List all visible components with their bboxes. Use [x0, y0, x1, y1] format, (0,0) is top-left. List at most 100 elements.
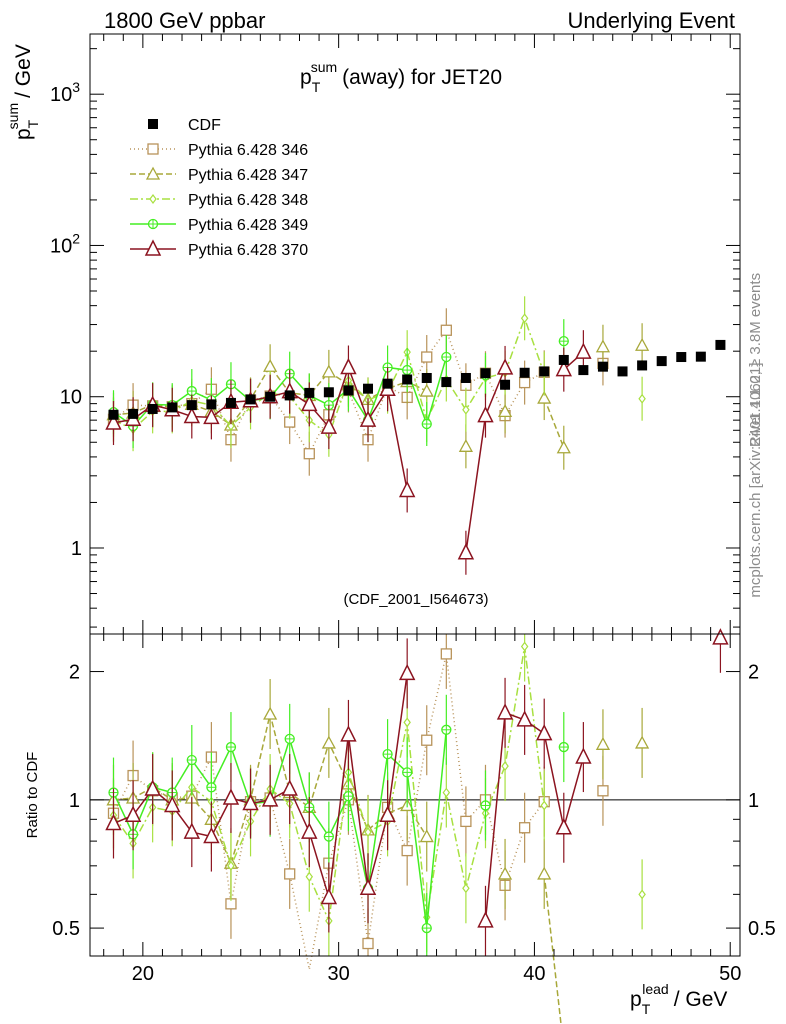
data-point	[186, 385, 197, 397]
legend-marker	[148, 119, 158, 129]
data-point	[635, 337, 650, 351]
data-point	[656, 356, 667, 367]
data-point	[128, 408, 139, 419]
data-point	[539, 366, 550, 377]
data-point	[518, 376, 531, 389]
data-point	[398, 480, 416, 498]
legend-entry: Pythia 6.428 347	[130, 166, 308, 184]
y-tick-label: 1	[71, 538, 82, 560]
ratio-point	[555, 818, 573, 835]
data-point	[555, 359, 573, 377]
ratio-point	[263, 706, 278, 720]
data-point	[183, 406, 201, 424]
ratio-point	[442, 787, 451, 798]
legend-label: Pythia 6.428 347	[188, 167, 308, 184]
y-tick-label: 10	[60, 387, 82, 409]
watermark: (CDF_2001_I564673)	[343, 591, 488, 608]
ratio-point	[537, 866, 552, 880]
ratio-point	[496, 703, 514, 720]
data-point	[477, 405, 494, 423]
svg-text:Ratio to CDF: Ratio to CDF	[24, 752, 41, 839]
ratio-tick-label: 1	[69, 790, 80, 812]
legend-entry: Pythia 6.428 348	[130, 192, 308, 209]
ratio-point	[441, 724, 452, 735]
ratio-point	[379, 805, 396, 823]
ratio-point	[301, 822, 318, 839]
ratio-point	[460, 815, 472, 828]
data-point	[402, 374, 413, 385]
ratio-point	[343, 791, 354, 802]
data-point	[284, 390, 295, 401]
legend-marker	[145, 166, 161, 180]
axes-frames	[89, 33, 741, 957]
ratio-point	[284, 868, 296, 880]
ratio-point	[480, 800, 491, 811]
data-point	[301, 394, 318, 412]
legend-entry: Pythia 6.428 346	[130, 142, 308, 159]
ratio-point	[520, 641, 529, 652]
data-point	[637, 360, 648, 371]
legend-marker	[149, 194, 157, 204]
ratio-point	[575, 747, 592, 764]
data-point	[225, 397, 236, 408]
ratio-point	[597, 785, 609, 797]
svg-text:Rivet 4.1.0, ≥ 3.8M events: Rivet 4.1.0, ≥ 3.8M events	[747, 273, 764, 447]
ratio-point	[364, 827, 372, 838]
legend: CDF Pythia 6.428 346 Pythia 6.428 347 Pythi…	[130, 117, 308, 259]
data-point	[558, 336, 569, 347]
data-point	[460, 372, 471, 383]
series-curves	[90, 296, 740, 1024]
side-label-mcplots: mcplots.cern.ch [arXiv:2401.10621]	[747, 362, 764, 597]
data-point	[458, 438, 473, 452]
axis-ticks: 20 30 40 50 1 10 102 103 0.5 0.5 1 1 2 2	[50, 34, 776, 985]
ratio-point	[440, 648, 452, 660]
data-point	[227, 421, 235, 432]
chart-title: pTsum (away) for JET20	[300, 59, 502, 95]
ratio-line	[114, 730, 564, 928]
legend-marker	[147, 218, 159, 230]
ratio-point	[320, 887, 338, 905]
side-label-rivet: Rivet 4.1.0, ≥ 3.8M events	[747, 273, 764, 447]
ratio-point	[501, 761, 509, 772]
ratio-point	[540, 800, 548, 811]
data-point	[419, 383, 434, 397]
ratio-point	[284, 733, 295, 745]
data-point	[558, 354, 569, 365]
data-point	[343, 385, 354, 396]
ratio-point	[206, 782, 217, 793]
header-left: 1800 GeV ppbar	[104, 8, 265, 33]
data-point	[304, 387, 315, 398]
x-tick-label: 50	[719, 963, 741, 985]
ratio-point	[242, 793, 259, 811]
ratio-point	[105, 813, 122, 831]
legend-label: Pythia 6.428 348	[188, 192, 308, 209]
ratio-point	[321, 735, 336, 749]
data-point	[323, 387, 334, 398]
ratio-tick-label-right: 0.5	[748, 918, 776, 940]
ratio-line	[114, 638, 721, 921]
data-point	[480, 368, 491, 379]
x-axis-label: pTlead / GeV	[630, 981, 727, 1017]
y-tick-label: 102	[50, 230, 80, 257]
data-point	[147, 403, 158, 414]
data-point	[462, 404, 470, 415]
ratio-point	[421, 922, 432, 934]
ratio-point	[340, 725, 357, 742]
data-point	[520, 313, 529, 324]
ratio-point	[635, 735, 650, 749]
legend-label: Pythia 6.428 346	[188, 142, 308, 159]
data-point	[186, 400, 197, 411]
data-point	[359, 410, 377, 427]
ratio-point	[516, 710, 533, 727]
ratio-tick-label: 0.5	[52, 918, 80, 940]
data-point	[537, 390, 552, 404]
ratio-point	[402, 767, 413, 778]
legend-label: CDF	[188, 117, 221, 134]
series-pythia-6-428-347	[106, 323, 650, 1024]
data-point	[263, 358, 278, 372]
ratio-tick-label-right: 2	[748, 662, 759, 684]
ratio-point	[712, 628, 729, 645]
ratio-tick-label: 2	[69, 662, 80, 684]
ratio-point	[164, 795, 181, 813]
